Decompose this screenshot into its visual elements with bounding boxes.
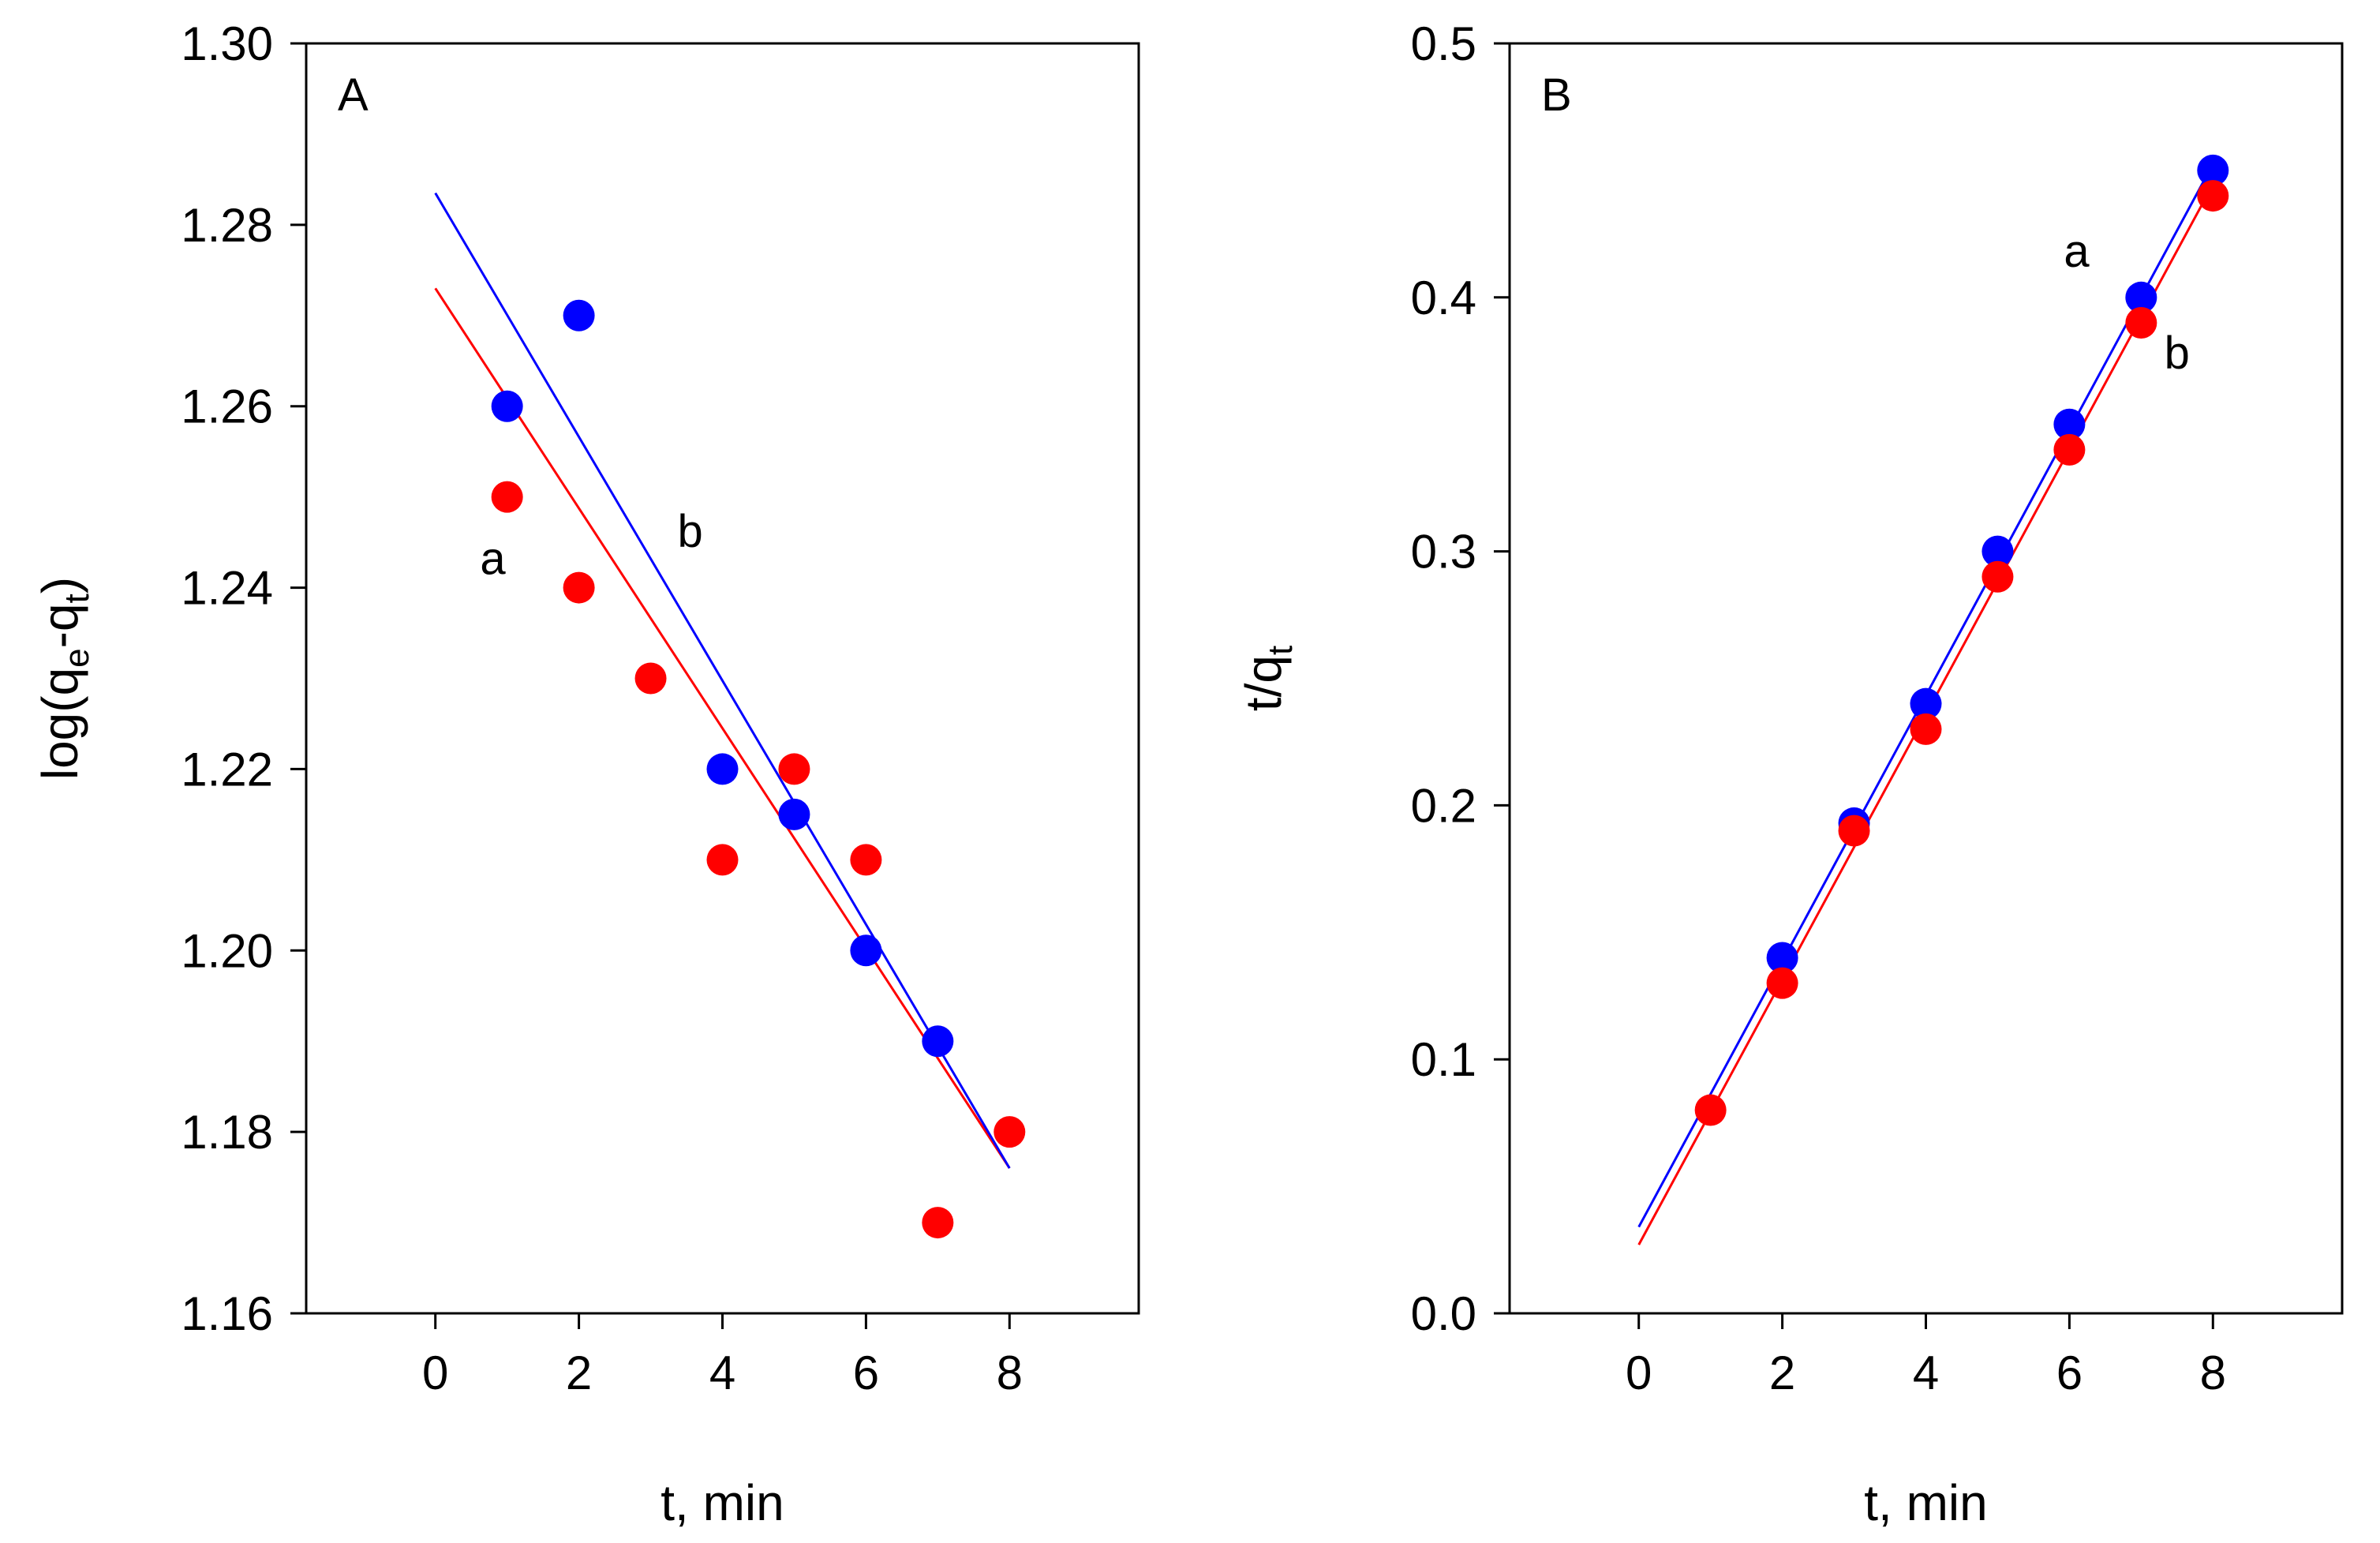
panel-b-y-title-part: t/q bbox=[1235, 655, 1292, 711]
panel-b-point-a bbox=[1910, 687, 1942, 720]
panel-a-x-tick-label: 0 bbox=[422, 1346, 448, 1399]
panel-a-point-a bbox=[634, 662, 667, 695]
panel-a-y-title-part: ) bbox=[32, 577, 88, 594]
panel-b: 0 2 4 6 8 0.0 0.1 0.2 0.3 0.4 0.5 a b B t, min t/qt bbox=[1235, 17, 2344, 1531]
panel-a-y-title-part: log(q bbox=[32, 668, 88, 780]
panel-a-point-a bbox=[994, 1116, 1026, 1148]
panel-a-point-b bbox=[563, 299, 595, 331]
panel-a-x-tick-label: 6 bbox=[853, 1346, 879, 1399]
panel-b-point-a bbox=[1981, 535, 2014, 567]
panel-b-letter: B bbox=[1541, 69, 1572, 121]
panel-a-y-tick-label: 1.18 bbox=[181, 1106, 273, 1159]
panel-b-point-b bbox=[2053, 433, 2086, 466]
panel-a-y-tick-label: 1.24 bbox=[181, 562, 273, 615]
panel-b-x-tick-label: 6 bbox=[2056, 1346, 2082, 1399]
panel-a-point-a bbox=[850, 844, 882, 876]
panel-b-x-tick-label: 2 bbox=[1769, 1346, 1795, 1399]
panel-a-marks: 0 2 4 6 8 1.16 1.18 1.20 1.22 1.24 1.26 1.28 1.30 a b bbox=[181, 17, 1026, 1399]
panel-b-point-a bbox=[2053, 408, 2086, 440]
panel-a-y-tick-label: 1.26 bbox=[181, 380, 273, 433]
panel-a-point-b bbox=[778, 798, 810, 830]
panel-b-frame bbox=[1508, 42, 2344, 1315]
panel-a-x-axis-title: t, min bbox=[660, 1474, 784, 1531]
panel-b-point-b bbox=[1838, 815, 1870, 847]
panel-a-series-label-b: b bbox=[677, 506, 702, 557]
panel-a: 0 2 4 6 81.161.181.201.221.241.261.281.30ab … bbox=[32, 17, 1140, 1531]
panel-b-y-tick-label: 0.1 bbox=[1411, 1033, 1476, 1086]
panel-a-y-tick-label: 1.28 bbox=[181, 199, 273, 252]
panel-b-point-b bbox=[1766, 967, 1798, 999]
panel-a-y-title-part: -q bbox=[32, 603, 88, 648]
panel-a-x-tick-label: 2 bbox=[566, 1346, 592, 1399]
panel-b-series-label-b: b bbox=[2165, 328, 2190, 379]
panel-a-point-a bbox=[922, 1207, 954, 1239]
panel-b-y-tick-label: 0.5 bbox=[1411, 17, 1476, 70]
panel-a-y-tick-label: 1.22 bbox=[181, 743, 273, 796]
panel-b-point-b bbox=[1910, 713, 1942, 745]
panel-a-frame bbox=[305, 42, 1140, 1315]
panel-a-x-tick-label: 4 bbox=[709, 1346, 735, 1399]
panel-b-x-axis-title: t, min bbox=[1864, 1474, 1987, 1531]
panel-b-y-tick-label: 0.2 bbox=[1411, 779, 1476, 832]
panel-b-point-a bbox=[2197, 154, 2229, 186]
panel-b-y-axis-title: t/qt bbox=[1235, 646, 1300, 711]
panel-a-y-title-sub-e: e bbox=[58, 648, 96, 667]
panel-a-point-b bbox=[922, 1025, 954, 1058]
panel-a-point-a bbox=[706, 844, 739, 876]
panel-b-point-b bbox=[1694, 1094, 1727, 1126]
panel-b-y-title-sub-t: t bbox=[1261, 646, 1300, 655]
panel-b-point-b bbox=[2197, 180, 2229, 212]
panel-a-y-tick-label: 1.30 bbox=[181, 17, 273, 70]
panel-b-x-tick-label: 0 bbox=[1626, 1346, 1652, 1399]
panel-a-point-b bbox=[706, 753, 739, 785]
panel-b-series-label-a: a bbox=[2064, 226, 2090, 277]
panel-b-y-tick-label: 0.4 bbox=[1411, 272, 1476, 324]
panel-a-point-a bbox=[563, 571, 595, 604]
panel-b-y-tick-label: 0.3 bbox=[1411, 526, 1476, 579]
panel-b-y-tick-label: 0.0 bbox=[1411, 1287, 1476, 1340]
panel-b-point-b bbox=[1981, 560, 2014, 593]
panel-a-fit-line-a bbox=[434, 287, 1011, 1169]
panel-a-letter: A bbox=[338, 69, 369, 121]
panel-a-series-label-a: a bbox=[480, 533, 506, 584]
panel-b-x-tick-label: 8 bbox=[2200, 1346, 2226, 1399]
panel-a-y-axis-title: log(qe-qt) bbox=[32, 577, 96, 780]
panel-a-y-title-sub-t: t bbox=[58, 594, 96, 603]
panel-b-point-b bbox=[2125, 306, 2157, 339]
panel-a-point-b bbox=[850, 934, 882, 967]
panel-b-x-tick-label: 4 bbox=[1913, 1346, 1939, 1399]
panel-a-point-a bbox=[778, 753, 810, 785]
panel-b-marks: 0 2 4 6 8 0.0 0.1 0.2 0.3 0.4 0.5 a b bbox=[1411, 17, 2229, 1399]
panel-b-point-a bbox=[1766, 942, 1798, 974]
panel-a-y-tick-label: 1.16 bbox=[181, 1287, 273, 1340]
panel-b-point-a bbox=[2125, 281, 2157, 313]
panel-a-point-b bbox=[491, 390, 523, 422]
panel-a-fit-line-b bbox=[434, 192, 1011, 1169]
panel-a-point-a bbox=[491, 481, 523, 513]
panel-a-x-tick-label: 8 bbox=[997, 1346, 1023, 1399]
panel-a-y-tick-label: 1.20 bbox=[181, 924, 273, 977]
